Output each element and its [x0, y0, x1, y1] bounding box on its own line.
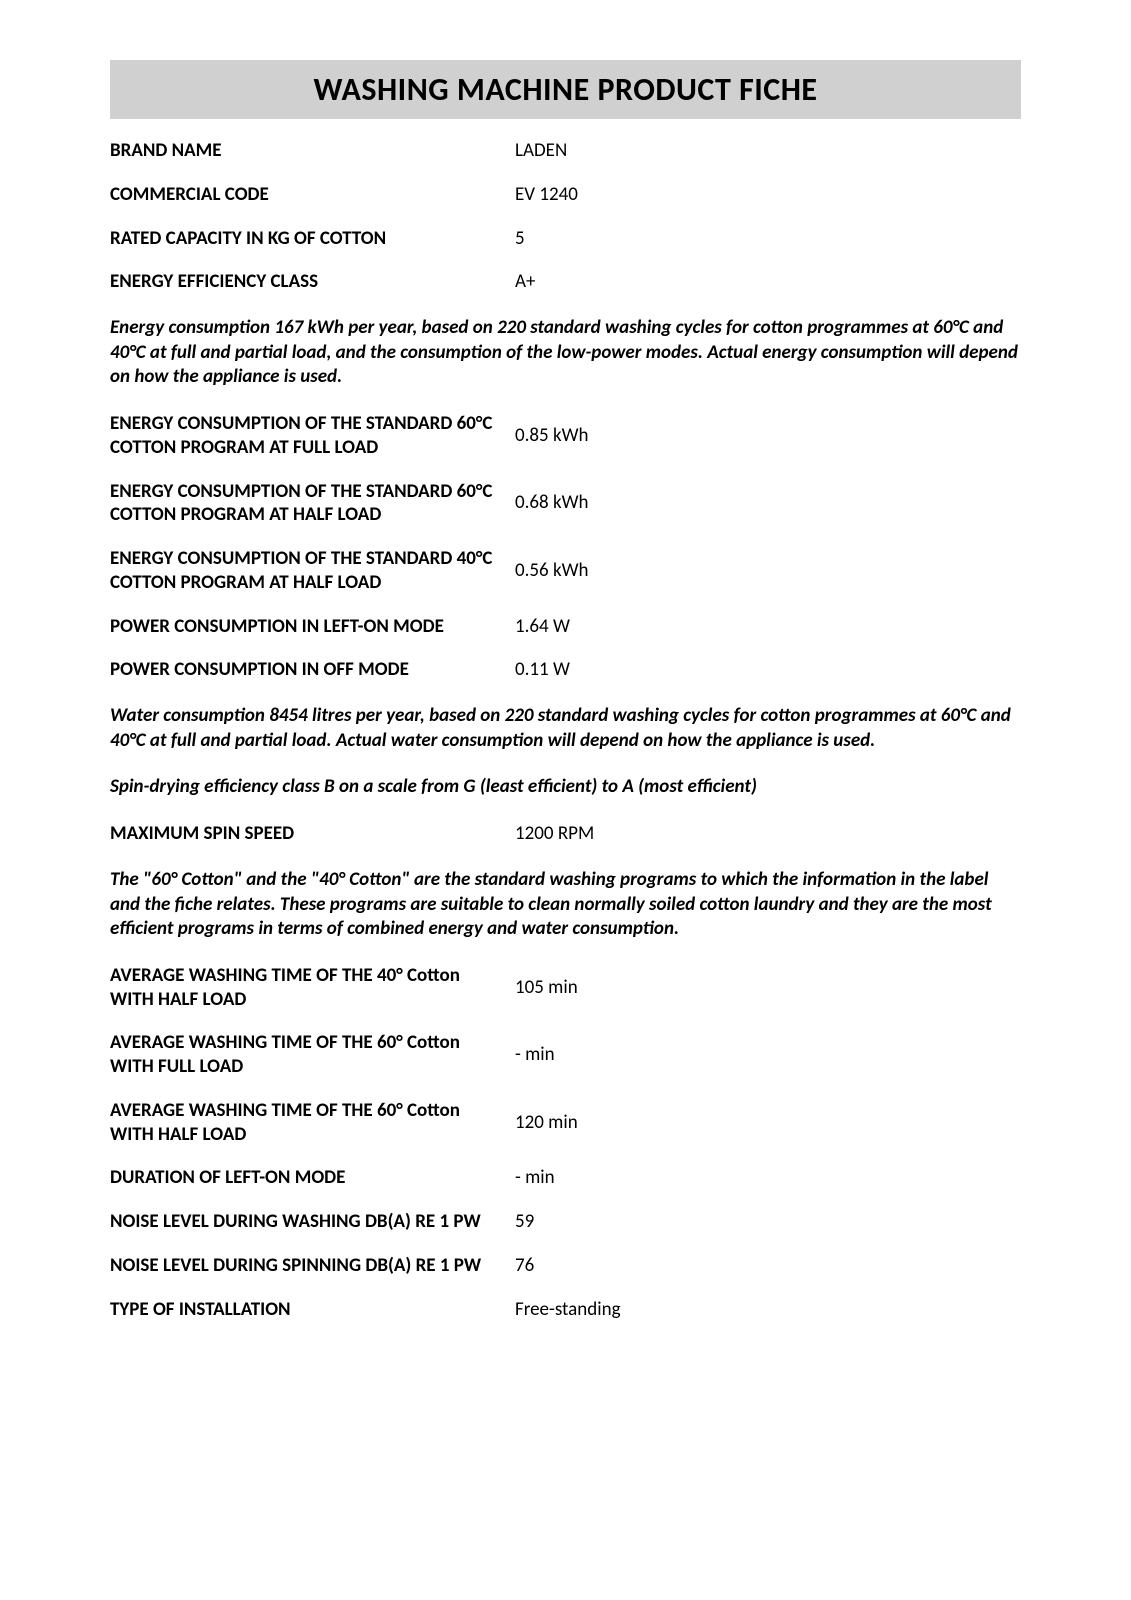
spec-row: ENERGY CONSUMPTION OF THE STANDARD 40°C …: [110, 547, 1021, 595]
spec-block-4: AVERAGE WASHING TIME OF THE 40° Cotton W…: [110, 964, 1021, 1322]
spec-value: 120 min: [505, 1111, 1021, 1135]
page: WASHING MACHINE PRODUCT FICHE BRAND NAME…: [0, 0, 1131, 1600]
spec-row: RATED CAPACITY IN KG OF COTTON 5: [110, 227, 1021, 251]
document-title: WASHING MACHINE PRODUCT FICHE: [110, 60, 1021, 119]
spec-value: EV 1240: [505, 183, 1021, 207]
spec-value: 59: [505, 1210, 1021, 1234]
spec-row: DURATION OF LEFT-ON MODE - min: [110, 1166, 1021, 1190]
spec-row: COMMERCIAL CODE EV 1240: [110, 183, 1021, 207]
spec-value: LADEN: [505, 139, 1021, 163]
spec-label: AVERAGE WASHING TIME OF THE 60° Cotton W…: [110, 1031, 505, 1079]
spec-value: 0.56 kWh: [505, 559, 1021, 583]
spec-value: 0.85 kWh: [505, 424, 1021, 448]
spec-row: AVERAGE WASHING TIME OF THE 60° Cotton W…: [110, 1031, 1021, 1079]
programs-note: The "60° Cotton" and the "40° Cotton" ar…: [110, 868, 1021, 942]
spec-row: POWER CONSUMPTION IN OFF MODE 0.11 W: [110, 658, 1021, 682]
spec-value: 105 min: [505, 976, 1021, 1000]
spec-row: NOISE LEVEL DURING SPINNING DB(A) RE 1 P…: [110, 1254, 1021, 1278]
spec-value: A+: [505, 270, 1021, 294]
water-note: Water consumption 8454 litres per year, …: [110, 704, 1021, 753]
spec-value: 0.68 kWh: [505, 491, 1021, 515]
spec-value: 1200 RPM: [505, 822, 1021, 846]
spec-label: MAXIMUM SPIN SPEED: [110, 822, 505, 846]
spec-block-2: ENERGY CONSUMPTION OF THE STANDARD 60°C …: [110, 412, 1021, 682]
spec-value: 1.64 W: [505, 615, 1021, 639]
spec-row: NOISE LEVEL DURING WASHING DB(A) RE 1 PW…: [110, 1210, 1021, 1234]
spec-label: TYPE OF INSTALLATION: [110, 1298, 505, 1322]
spec-row: ENERGY CONSUMPTION OF THE STANDARD 60°C …: [110, 412, 1021, 460]
spec-value: Free-standing: [505, 1298, 1021, 1322]
spec-row: MAXIMUM SPIN SPEED 1200 RPM: [110, 822, 1021, 846]
spin-note: Spin-drying efficiency class B on a scal…: [110, 775, 1021, 800]
spec-row: ENERGY CONSUMPTION OF THE STANDARD 60°C …: [110, 480, 1021, 528]
spec-row: ENERGY EFFICIENCY CLASS A+: [110, 270, 1021, 294]
spec-row: AVERAGE WASHING TIME OF THE 60° Cotton W…: [110, 1099, 1021, 1147]
spec-row: POWER CONSUMPTION IN LEFT-ON MODE 1.64 W: [110, 615, 1021, 639]
spec-label: ENERGY EFFICIENCY CLASS: [110, 270, 505, 294]
spec-label: AVERAGE WASHING TIME OF THE 60° Cotton W…: [110, 1099, 505, 1147]
spec-label: NOISE LEVEL DURING WASHING DB(A) RE 1 PW: [110, 1210, 505, 1234]
energy-note: Energy consumption 167 kWh per year, bas…: [110, 316, 1021, 390]
spec-block-3: MAXIMUM SPIN SPEED 1200 RPM: [110, 822, 1021, 846]
spec-label: POWER CONSUMPTION IN OFF MODE: [110, 658, 505, 682]
spec-value: 0.11 W: [505, 658, 1021, 682]
spec-label: NOISE LEVEL DURING SPINNING DB(A) RE 1 P…: [110, 1254, 505, 1278]
spec-label: RATED CAPACITY IN KG OF COTTON: [110, 227, 505, 251]
spec-value: - min: [505, 1043, 1021, 1067]
spec-row: BRAND NAME LADEN: [110, 139, 1021, 163]
spec-value: - min: [505, 1166, 1021, 1190]
spec-label: BRAND NAME: [110, 139, 505, 163]
spec-label: ENERGY CONSUMPTION OF THE STANDARD 40°C …: [110, 547, 505, 595]
spec-label: AVERAGE WASHING TIME OF THE 40° Cotton W…: [110, 964, 505, 1012]
spec-row: AVERAGE WASHING TIME OF THE 40° Cotton W…: [110, 964, 1021, 1012]
spec-block-1: BRAND NAME LADEN COMMERCIAL CODE EV 1240…: [110, 139, 1021, 294]
spec-value: 5: [505, 227, 1021, 251]
spec-label: DURATION OF LEFT-ON MODE: [110, 1166, 505, 1190]
spec-value: 76: [505, 1254, 1021, 1278]
spec-label: COMMERCIAL CODE: [110, 183, 505, 207]
spec-label: ENERGY CONSUMPTION OF THE STANDARD 60°C …: [110, 480, 505, 528]
spec-row: TYPE OF INSTALLATION Free-standing: [110, 1298, 1021, 1322]
spec-label: POWER CONSUMPTION IN LEFT-ON MODE: [110, 615, 505, 639]
spec-label: ENERGY CONSUMPTION OF THE STANDARD 60°C …: [110, 412, 505, 460]
